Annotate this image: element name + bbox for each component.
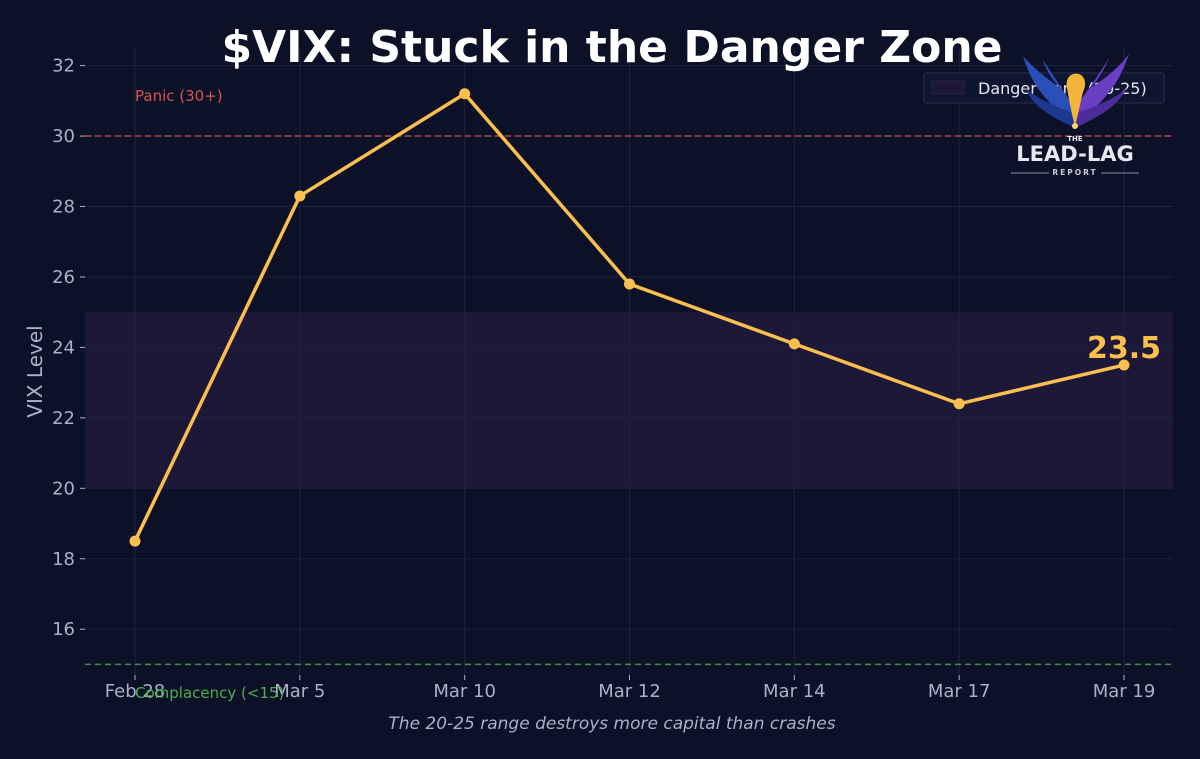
y-tick-label: 20: [52, 478, 75, 499]
x-tick-label: Mar 12: [598, 681, 661, 702]
logo-top-text: THE: [1067, 135, 1083, 143]
complacency-label: Complacency (<15): [135, 684, 284, 702]
y-tick-label: 32: [52, 56, 75, 77]
chart-subtitle: The 20-25 range destroys more capital th…: [388, 714, 835, 734]
vix-data-point: [294, 190, 306, 202]
x-tick-label: Feb 28: [105, 681, 166, 702]
vix-data-point: [129, 535, 141, 547]
y-tick-label: 18: [52, 549, 75, 570]
panic-label: Panic (30+): [135, 87, 223, 105]
y-tick-label: 24: [52, 337, 75, 358]
x-tick-label: Mar 19: [1093, 681, 1156, 702]
vix-data-point: [953, 398, 965, 410]
logo-main-text: LEAD-LAG: [1016, 142, 1133, 166]
last-value-label: 23.5: [1087, 331, 1161, 366]
legend-swatch: [931, 80, 965, 95]
y-tick-label: 26: [52, 267, 75, 288]
y-tick-label: 28: [52, 197, 75, 218]
y-tick-label: 30: [52, 126, 75, 147]
lead-lag-logo: THE LEAD-LAG REPORT: [1005, 48, 1145, 178]
y-axis-label: VIX Level: [23, 325, 47, 417]
x-tick-label: Mar 10: [433, 681, 496, 702]
y-tick-label: 16: [52, 619, 75, 640]
vix-data-point: [1118, 359, 1130, 371]
chart-title: $VIX: Stuck in the Danger Zone: [221, 22, 1002, 73]
x-tick-label: Mar 5: [274, 681, 325, 702]
x-tick-label: Mar 17: [928, 681, 991, 702]
vix-data-point: [459, 88, 471, 100]
vix-data-point: [624, 278, 635, 290]
x-tick-label: Mar 14: [763, 681, 826, 702]
logo-sub-text: REPORT: [1052, 168, 1097, 177]
vix-data-point: [788, 338, 800, 350]
y-tick-label: 22: [52, 408, 75, 429]
